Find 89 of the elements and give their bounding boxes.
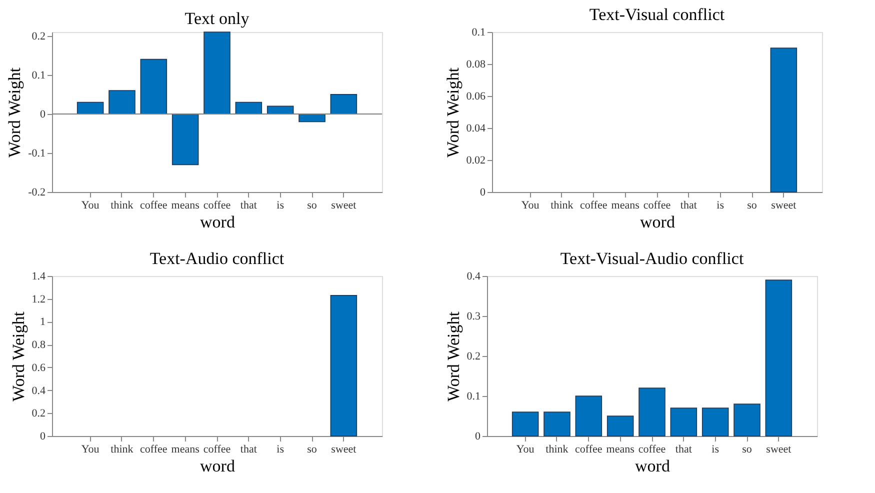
x-axis-title: word: [200, 456, 236, 476]
bar: [575, 396, 602, 436]
x-tick-label: coffee: [140, 444, 168, 456]
y-tick-label: -0.2: [28, 186, 46, 198]
y-tick-label: 0: [40, 430, 46, 442]
y-tick-label: 0.1: [32, 69, 46, 82]
x-tick-label: so: [307, 200, 318, 212]
chart-title: Text-Audio conflict: [150, 249, 284, 268]
x-tick-label: coffee: [643, 200, 671, 212]
x-tick-label: that: [240, 200, 257, 212]
x-tick-label: means: [171, 444, 200, 456]
y-tick-label: -0.1: [28, 147, 46, 160]
bar: [204, 32, 230, 114]
x-tick-label: think: [546, 444, 569, 456]
bar: [702, 408, 729, 436]
bar: [638, 388, 666, 436]
bar: [512, 412, 539, 436]
y-tick-label: 0.2: [32, 408, 46, 420]
x-tick-label: is: [712, 444, 720, 456]
y-tick-label: 1: [40, 316, 46, 328]
x-tick-label: means: [171, 200, 200, 212]
y-tick-label: 0: [475, 430, 481, 442]
bar: [765, 280, 792, 436]
x-tick-label: sweet: [331, 444, 356, 456]
x-tick-label: so: [747, 200, 758, 212]
bar: [172, 114, 199, 166]
y-tick-label: 0.6: [32, 362, 46, 374]
x-tick-label: is: [276, 200, 284, 212]
x-tick-label: means: [606, 444, 634, 456]
x-tick-label: coffee: [203, 444, 231, 456]
x-tick-label: You: [81, 200, 100, 212]
chart-title: Text-Visual conflict: [589, 5, 725, 24]
x-tick-label: You: [521, 200, 540, 212]
x-tick-label: think: [550, 200, 574, 212]
y-tick-label: 0.06: [466, 90, 486, 102]
y-tick-label: 0.3: [466, 310, 481, 322]
x-tick-label: coffee: [203, 200, 231, 212]
x-tick-label: sweet: [766, 444, 792, 456]
bar: [266, 106, 294, 114]
x-tick-label: that: [675, 444, 692, 456]
x-tick-label: is: [276, 444, 284, 456]
x-tick-label: that: [240, 444, 257, 456]
chart-title: Text only: [184, 8, 250, 28]
chart-title: Text-Visual-Audio conflict: [560, 249, 744, 268]
x-axis-title: word: [635, 456, 670, 476]
bar: [670, 408, 698, 436]
x-tick-label: is: [716, 200, 724, 212]
y-tick-label: 0.02: [466, 154, 486, 166]
x-tick-label: so: [742, 444, 752, 456]
x-tick-label: coffee: [140, 200, 168, 212]
x-tick-label: think: [110, 444, 134, 456]
bar: [76, 102, 104, 114]
y-tick-label: 0.2: [32, 30, 46, 42]
bar: [544, 412, 570, 436]
y-tick-label: 0: [40, 108, 46, 120]
bar: [606, 416, 634, 436]
y-axis-title: Word Weight: [8, 311, 28, 402]
x-tick-label: sweet: [771, 200, 796, 212]
y-tick-label: 1.4: [32, 270, 46, 282]
x-axis-title: word: [200, 212, 236, 232]
x-tick-label: coffee: [575, 444, 602, 456]
y-axis-title: Word Weight: [444, 311, 463, 402]
y-tick-label: 0.04: [466, 122, 486, 134]
y-tick-label: 0.8: [32, 339, 46, 352]
x-tick-label: means: [611, 200, 640, 212]
x-tick-label: coffee: [580, 200, 608, 212]
bar: [140, 58, 168, 114]
y-tick-label: 0: [480, 186, 486, 198]
y-tick-label: 0.1: [466, 390, 480, 402]
bar: [235, 102, 262, 114]
bar: [330, 94, 358, 114]
x-tick-label: think: [110, 200, 134, 212]
x-tick-label: so: [307, 444, 318, 456]
x-tick-label: that: [680, 200, 697, 212]
y-tick-label: 0.1: [472, 26, 486, 38]
y-tick-label: 1.2: [32, 293, 46, 306]
bar: [108, 90, 136, 114]
x-tick-label: You: [81, 444, 100, 456]
x-tick-label: You: [516, 444, 535, 456]
y-axis-title: Word Weight: [443, 67, 462, 158]
y-axis-title: Word Weight: [5, 67, 24, 158]
x-tick-label: coffee: [638, 444, 666, 456]
y-tick-label: 0.4: [466, 270, 481, 282]
x-axis-title: word: [640, 212, 676, 232]
y-tick-label: 0.4: [32, 384, 46, 397]
y-tick-label: 0.08: [466, 58, 486, 70]
bar: [734, 404, 760, 436]
x-tick-label: sweet: [331, 200, 356, 212]
y-tick-label: 0.2: [466, 350, 480, 362]
